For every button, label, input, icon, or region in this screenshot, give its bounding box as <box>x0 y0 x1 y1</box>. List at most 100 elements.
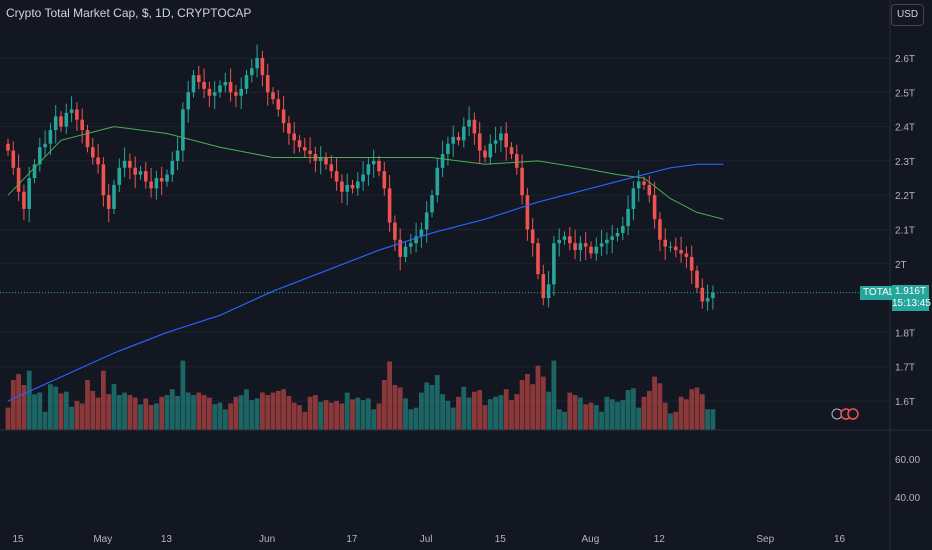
volume-bar <box>556 409 562 430</box>
candle-body <box>652 195 657 220</box>
volume-bar <box>159 396 165 430</box>
candle-body <box>631 188 636 209</box>
volume-bar <box>154 403 159 430</box>
candle-body <box>85 130 90 148</box>
candle-body <box>53 116 58 131</box>
volume-bar <box>244 389 249 430</box>
candle-body <box>705 298 710 302</box>
candle-body <box>48 130 53 144</box>
candle-body <box>467 119 471 127</box>
x-tick-label: 15 <box>12 534 24 545</box>
candle-body <box>234 92 238 96</box>
volume-bar <box>254 398 260 430</box>
candle-body <box>679 250 683 254</box>
candle-body <box>499 133 503 141</box>
volume-bar <box>32 394 37 430</box>
volume-bar <box>265 395 271 430</box>
candle-body <box>409 243 413 247</box>
x-tick-label: 12 <box>654 534 666 545</box>
candle-body <box>181 109 185 151</box>
candle-body <box>594 246 599 254</box>
ma-short-line <box>7 126 724 220</box>
volume-bar <box>535 365 541 430</box>
volume-bar <box>318 401 324 430</box>
volume-bar <box>567 392 573 430</box>
candle-body <box>626 208 630 227</box>
volume-bar <box>646 390 652 430</box>
candle-body <box>223 82 228 86</box>
volume-bar <box>625 390 631 430</box>
candle-body <box>144 171 148 182</box>
candle-body <box>377 160 381 172</box>
volume-bar <box>424 382 430 430</box>
volume-bar <box>530 384 536 430</box>
candle-body <box>149 181 153 189</box>
candle-body <box>430 195 434 213</box>
volume-bar <box>392 385 398 430</box>
candle-body <box>361 174 365 182</box>
candle-body <box>228 82 233 93</box>
volume-bar <box>275 390 281 430</box>
volume-bar <box>286 395 292 430</box>
volume-bar <box>212 404 218 430</box>
candles <box>6 44 715 311</box>
candle-body <box>700 287 705 302</box>
volume-bar <box>101 370 106 430</box>
volume-bar <box>615 401 620 430</box>
candle-body <box>106 195 111 209</box>
x-tick-label: Aug <box>582 534 600 545</box>
candle-body <box>711 292 715 299</box>
candle-body <box>520 167 524 196</box>
volume-bar <box>403 398 408 430</box>
volume-bar <box>53 386 59 430</box>
candle-body <box>96 157 100 165</box>
volume-bar <box>127 395 133 430</box>
candle-body <box>91 147 95 158</box>
volume-bar <box>217 402 223 430</box>
candle-body <box>541 274 546 299</box>
volume-bar <box>684 399 689 430</box>
volume-bar <box>339 403 345 430</box>
volume-bar <box>281 389 286 430</box>
volume-bar <box>662 402 668 430</box>
volume-bar <box>429 385 435 430</box>
candle-body <box>80 119 84 131</box>
volume-bar <box>180 360 186 430</box>
volume-bar <box>360 400 366 430</box>
osc-tick-label: 60.00 <box>895 455 920 466</box>
candle-body <box>515 154 519 168</box>
volume-bar <box>408 409 414 430</box>
volume-bar <box>482 405 488 430</box>
candle-body <box>318 157 323 161</box>
volume-bar <box>668 413 673 430</box>
candle-body <box>440 154 445 168</box>
candle-body <box>11 150 16 168</box>
volume-bar <box>540 376 546 430</box>
candle-body <box>493 140 498 144</box>
ma-long-line <box>7 163 724 402</box>
volume-bar <box>5 407 11 430</box>
candle-body <box>647 184 652 196</box>
volume-bar <box>477 390 483 430</box>
chart-title: Crypto Total Market Cap, $, 1D, CRYPTOCA… <box>6 6 252 20</box>
volume-bar <box>419 392 424 430</box>
candle-body <box>69 109 74 113</box>
candle-body <box>621 226 625 233</box>
candle-body <box>32 164 37 179</box>
volume-bar <box>657 383 663 430</box>
currency-button[interactable]: USD <box>891 4 924 26</box>
y-tick-label: 2.5T <box>895 88 915 99</box>
candle-body <box>546 284 551 299</box>
volume-bar <box>138 404 143 430</box>
volume-bar <box>440 394 445 430</box>
candle-body <box>324 157 328 165</box>
volume-bar <box>413 407 419 430</box>
volume-bar <box>599 411 604 430</box>
volume-bar <box>143 398 149 430</box>
volume-bar <box>10 380 16 430</box>
candle-body <box>27 178 31 209</box>
volume-bar <box>270 392 276 430</box>
volume-bar <box>503 389 509 430</box>
volume-bar <box>79 403 85 430</box>
